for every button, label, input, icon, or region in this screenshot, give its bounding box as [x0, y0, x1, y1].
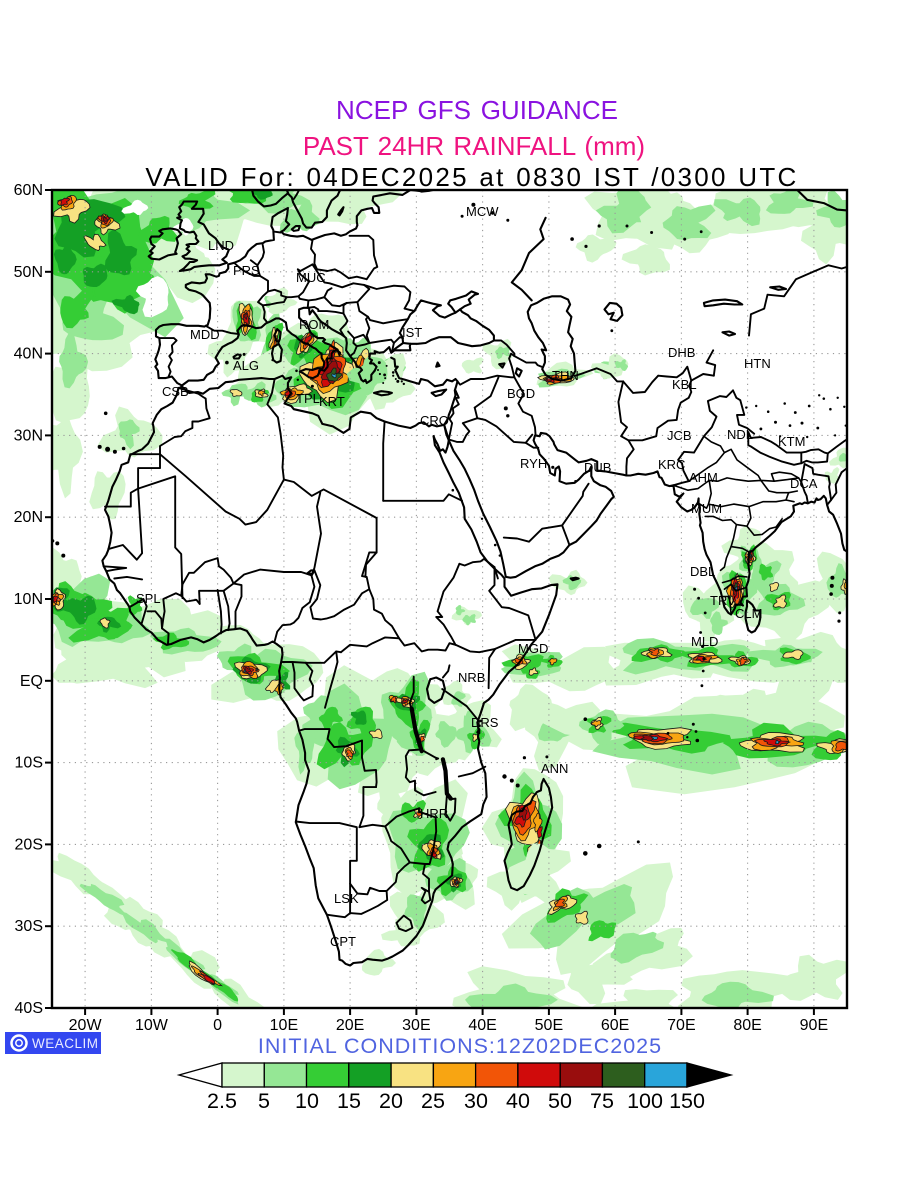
svg-text:HRR: HRR — [420, 806, 448, 821]
svg-text:CLM: CLM — [735, 606, 762, 621]
svg-text:10S: 10S — [15, 755, 43, 772]
svg-text:MUC: MUC — [296, 270, 326, 285]
svg-text:0: 0 — [213, 1017, 222, 1034]
svg-text:NCEP GFS GUIDANCE: NCEP GFS GUIDANCE — [336, 95, 618, 125]
svg-text:MGD: MGD — [518, 641, 548, 656]
svg-text:20S: 20S — [15, 836, 43, 853]
svg-text:30: 30 — [464, 1089, 488, 1113]
svg-text:MUM: MUM — [691, 501, 722, 516]
svg-text:90E: 90E — [800, 1017, 828, 1034]
svg-text:50N: 50N — [14, 264, 43, 281]
svg-text:25: 25 — [421, 1089, 445, 1113]
svg-text:CRO: CRO — [420, 413, 449, 428]
svg-text:BGD: BGD — [507, 386, 535, 401]
svg-text:10: 10 — [295, 1089, 319, 1113]
svg-text:10W: 10W — [135, 1017, 169, 1034]
svg-text:ROM: ROM — [299, 317, 329, 332]
svg-text:SPL: SPL — [136, 591, 161, 606]
svg-text:60N: 60N — [14, 182, 43, 199]
svg-text:40E: 40E — [468, 1017, 496, 1034]
svg-text:DBL: DBL — [690, 564, 715, 579]
svg-text:150: 150 — [669, 1089, 705, 1113]
svg-text:40: 40 — [506, 1089, 530, 1113]
svg-text:NDL: NDL — [727, 427, 753, 442]
svg-text:2.5: 2.5 — [207, 1089, 237, 1113]
svg-text:20E: 20E — [336, 1017, 364, 1034]
svg-text:LSK: LSK — [334, 891, 359, 906]
svg-text:CSB: CSB — [162, 384, 189, 399]
svg-text:MDD: MDD — [190, 327, 220, 342]
svg-text:MLD: MLD — [691, 634, 718, 649]
svg-text:20W: 20W — [69, 1017, 103, 1034]
svg-text:PRS: PRS — [233, 263, 260, 278]
svg-text:DCA: DCA — [790, 476, 818, 491]
svg-text:80E: 80E — [733, 1017, 761, 1034]
svg-text:INITIAL CONDITIONS:12Z02DEC202: INITIAL CONDITIONS:12Z02DEC2025 — [258, 1034, 662, 1058]
svg-text:5: 5 — [258, 1089, 270, 1113]
svg-text:10N: 10N — [14, 591, 43, 608]
svg-text:40S: 40S — [15, 1000, 43, 1017]
svg-text:KBL: KBL — [672, 377, 697, 392]
svg-text:WEACLIM: WEACLIM — [32, 1036, 99, 1051]
svg-text:JCB: JCB — [667, 428, 692, 443]
svg-text:20: 20 — [379, 1089, 403, 1113]
svg-text:KTM: KTM — [778, 434, 805, 449]
svg-text:HTN: HTN — [744, 356, 771, 371]
svg-text:VALID For: 04DEC2025 at 0830 I: VALID For: 04DEC2025 at 0830 IST /0300 U… — [145, 162, 798, 192]
svg-text:CPT: CPT — [330, 934, 356, 949]
svg-text:TRV: TRV — [710, 593, 736, 608]
svg-text:10E: 10E — [270, 1017, 298, 1034]
svg-text:30N: 30N — [14, 427, 43, 444]
svg-text:MCW: MCW — [466, 204, 499, 219]
svg-text:50E: 50E — [535, 1017, 563, 1034]
svg-text:KRC: KRC — [658, 457, 685, 472]
svg-text:LND: LND — [208, 238, 234, 253]
svg-text:KRT: KRT — [319, 394, 345, 409]
svg-text:NRB: NRB — [458, 670, 485, 685]
svg-text:DRS: DRS — [471, 715, 499, 730]
svg-text:ANN: ANN — [541, 761, 568, 776]
svg-text:100: 100 — [627, 1089, 663, 1113]
svg-text:DHB: DHB — [668, 345, 695, 360]
svg-text:ALG: ALG — [233, 358, 259, 373]
svg-text:IST: IST — [402, 325, 422, 340]
svg-text:30S: 30S — [15, 918, 43, 935]
svg-text:PAST 24HR RAINFALL (mm): PAST 24HR RAINFALL (mm) — [303, 131, 645, 161]
svg-text:70E: 70E — [667, 1017, 695, 1034]
svg-text:DUB: DUB — [584, 460, 611, 475]
svg-text:EQ: EQ — [20, 673, 43, 690]
svg-text:AHM: AHM — [689, 470, 718, 485]
svg-text:20N: 20N — [14, 509, 43, 526]
svg-text:40N: 40N — [14, 346, 43, 363]
svg-text:75: 75 — [590, 1089, 614, 1113]
svg-text:30E: 30E — [402, 1017, 430, 1034]
svg-text:TPL: TPL — [296, 391, 320, 406]
svg-text:15: 15 — [337, 1089, 361, 1113]
svg-text:RYH: RYH — [520, 456, 547, 471]
svg-text:60E: 60E — [601, 1017, 629, 1034]
svg-text:THN: THN — [552, 368, 579, 383]
svg-text:50: 50 — [548, 1089, 572, 1113]
